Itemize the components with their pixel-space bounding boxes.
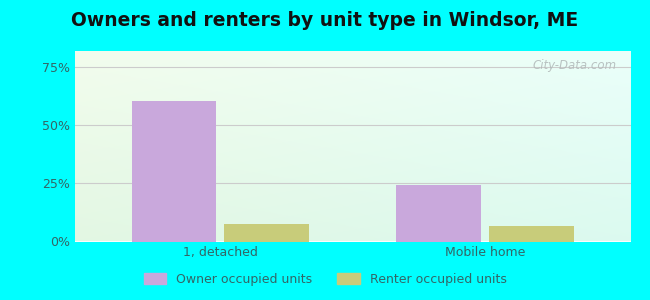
Bar xyxy=(489,226,573,242)
Legend: Owner occupied units, Renter occupied units: Owner occupied units, Renter occupied un… xyxy=(138,268,512,291)
Bar xyxy=(224,224,309,242)
Text: City-Data.com: City-Data.com xyxy=(532,58,617,72)
Bar xyxy=(396,184,481,242)
Text: Owners and renters by unit type in Windsor, ME: Owners and renters by unit type in Winds… xyxy=(72,11,578,29)
Bar xyxy=(132,101,216,242)
